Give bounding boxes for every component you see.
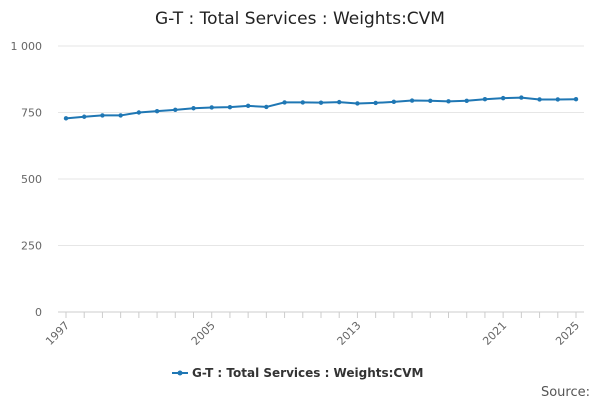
data-point	[537, 97, 542, 102]
x-tick-label: 1997	[43, 319, 72, 348]
source-label: Source:	[541, 385, 590, 400]
data-point	[245, 103, 251, 109]
data-point	[227, 104, 233, 110]
data-point	[300, 100, 305, 105]
data-point	[482, 97, 488, 102]
y-tick-label: 250	[21, 240, 42, 253]
data-point	[100, 113, 105, 118]
series-group	[63, 95, 579, 121]
data-point	[500, 95, 506, 101]
data-point	[555, 97, 560, 102]
x-axis: 1997 2005 2013 2021 2025	[43, 311, 584, 348]
data-point	[154, 108, 160, 114]
grid-lines	[58, 45, 584, 313]
legend[interactable]: G-T : Total Services : Weights:CVM	[172, 366, 423, 380]
data-point	[136, 110, 142, 115]
data-point	[409, 98, 415, 103]
y-tick-label: 750	[21, 107, 42, 120]
data-point	[173, 107, 178, 113]
data-point	[428, 98, 433, 103]
data-point	[573, 97, 579, 102]
x-tick-label: 2005	[189, 319, 218, 348]
legend-label: G-T : Total Services : Weights:CVM	[192, 366, 423, 380]
data-point	[355, 101, 360, 106]
chart-title: G-T : Total Services : Weights:CVM	[155, 9, 445, 29]
data-point	[282, 100, 287, 105]
x-tick-label: 2021	[480, 319, 509, 348]
legend-marker-icon	[177, 370, 183, 376]
y-axis-ticks: 0 250 500 750 1 000	[11, 40, 43, 319]
x-tick-label: 2025	[553, 319, 582, 348]
data-point	[209, 105, 214, 110]
y-tick-label: 1 000	[11, 40, 43, 53]
data-point	[82, 114, 87, 119]
y-tick-label: 500	[21, 173, 42, 186]
data-point	[373, 100, 378, 106]
data-point	[318, 100, 324, 105]
data-point	[519, 95, 524, 100]
y-tick-label: 0	[35, 306, 42, 319]
data-point	[391, 99, 397, 105]
data-point	[464, 98, 469, 103]
data-point	[63, 116, 69, 121]
data-point	[264, 104, 269, 110]
data-point	[446, 99, 451, 104]
data-point	[118, 113, 123, 118]
data-point	[191, 106, 196, 111]
data-point	[337, 99, 342, 105]
x-tick-label: 2013	[335, 319, 364, 348]
